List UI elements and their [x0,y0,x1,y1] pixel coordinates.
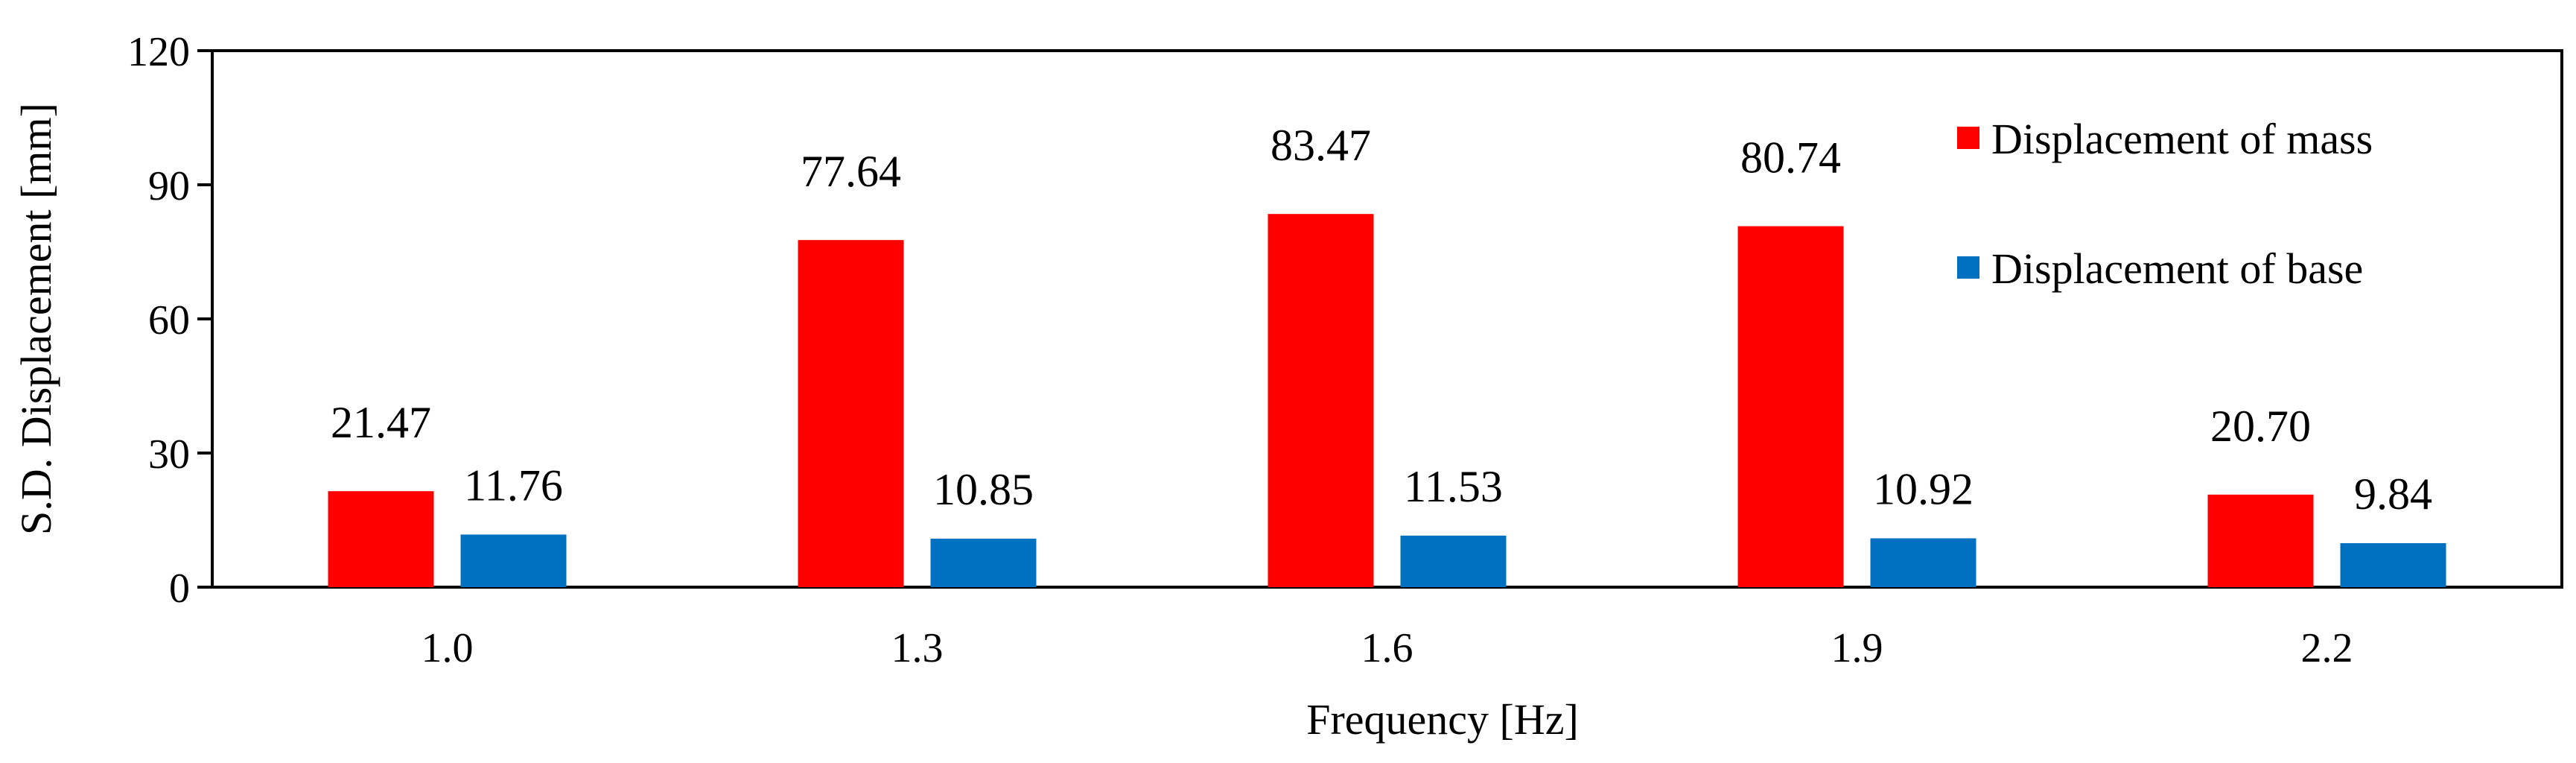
data-label-mass: 80.74 [1740,133,1841,183]
x-axis-title: Frequency [Hz] [1306,695,1579,744]
data-label-mass: 21.47 [331,398,431,447]
legend-label-mass: Displacement of mass [1991,115,2373,163]
y-tick-label: 120 [127,29,190,75]
y-tick-label: 30 [148,431,190,478]
x-tick-label: 1.9 [1831,625,1883,671]
y-axis-ticks: 0 30 60 90 120 [127,29,212,612]
bar-mass [2207,494,2314,587]
data-label-mass: 20.70 [2210,402,2311,451]
legend-label-base: Displacement of base [1991,244,2363,293]
data-label-mass: 83.47 [1270,121,1371,170]
legend-swatch-base [1957,256,1979,279]
bar-base [930,538,1037,587]
bar-base [460,534,567,587]
y-tick-label: 0 [169,566,190,612]
x-tick-label: 2.2 [2301,625,2353,671]
y-tick-label: 90 [148,163,190,209]
bar-base [1870,538,1976,587]
data-label-base: 9.84 [2354,469,2432,519]
bar-mass [798,240,904,587]
legend: Displacement of mass Displacement of bas… [1957,115,2373,293]
data-label-mass: 77.64 [801,147,901,196]
bar-mass [328,491,434,587]
data-label-base: 11.76 [464,460,563,510]
bar-base [2340,542,2446,587]
x-axis-ticks: 1.0 1.3 1.6 1.9 2.2 [422,625,2353,671]
bar-base [1400,535,1507,587]
bar-mass [1737,226,1844,587]
bar-series [328,214,2446,587]
bar-mass [1268,214,1374,587]
y-axis-title: S.D. Displacement [mm] [12,103,60,535]
data-label-base: 10.92 [1873,464,1974,513]
legend-swatch-mass [1957,127,1979,149]
data-label-base: 11.53 [1404,462,1503,511]
data-label-base: 10.85 [933,465,1034,514]
data-labels: 21.47 11.76 77.64 10.85 83.47 11.53 80.74 10.92… [331,121,2432,519]
x-tick-label: 1.6 [1361,625,1413,671]
x-tick-label: 1.0 [422,625,474,671]
y-tick-label: 60 [148,297,190,343]
x-tick-label: 1.3 [891,625,944,671]
